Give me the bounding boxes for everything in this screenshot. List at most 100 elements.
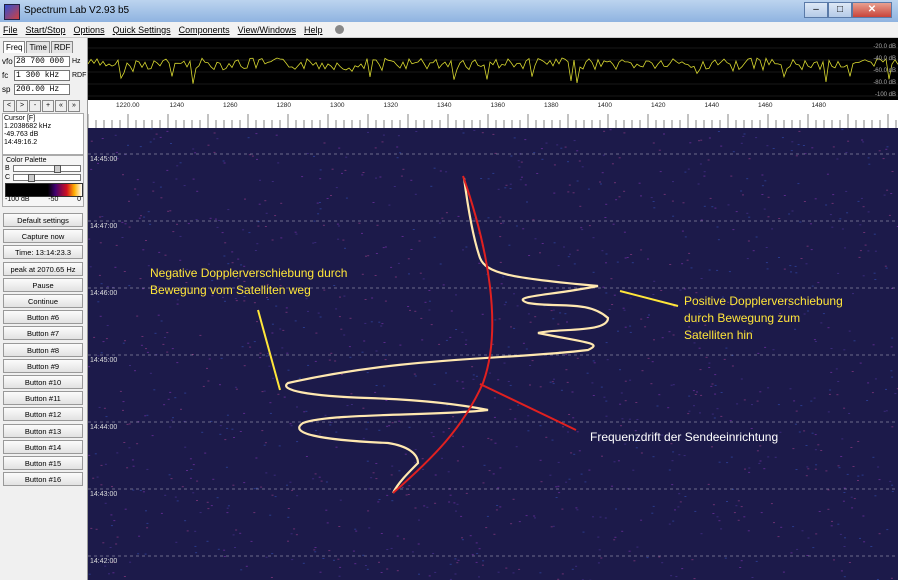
sidebar-button[interactable]: Button #16 bbox=[3, 472, 83, 487]
waterfall-display[interactable]: 14:45:00 14:47:00 14:46:00 14:45:00 14:44:00… bbox=[88, 128, 898, 580]
sidebar-button[interactable]: Pause bbox=[3, 277, 83, 292]
db-scale-label: -40.0 dB bbox=[873, 56, 896, 62]
time-label: 14:43:00 bbox=[90, 491, 118, 498]
sidebar-button[interactable]: Button #6 bbox=[3, 310, 83, 325]
annotation-positive-doppler: Positive Dopplerverschiebung durch Beweg… bbox=[684, 293, 843, 344]
frequency-tick-label: 1300 bbox=[330, 102, 345, 109]
sidebar-button[interactable]: peak at 2070.65 Hz bbox=[3, 261, 83, 276]
palette-gradient[interactable] bbox=[5, 183, 83, 197]
minimize-button[interactable]: – bbox=[804, 2, 828, 18]
brightness-label: B bbox=[5, 165, 10, 172]
frequency-tick-label: 1460 bbox=[758, 102, 773, 109]
sidebar-button[interactable]: Button #7 bbox=[3, 326, 83, 341]
menu-view-windows[interactable]: View/Windows bbox=[237, 24, 296, 35]
annotation-positive-line1: Positive Dopplerverschiebung bbox=[684, 294, 843, 308]
annotation-frequency-drift: Frequenzdrift der Sendeeinrichtung bbox=[590, 430, 779, 444]
tab-rdf[interactable]: RDF bbox=[50, 41, 74, 53]
app-icon bbox=[4, 4, 20, 20]
menu-start-stop[interactable]: Start/Stop bbox=[25, 24, 66, 35]
sp-row: sp bbox=[2, 84, 72, 95]
spectrum-line bbox=[88, 57, 898, 84]
window-title: Spectrum Lab V2.93 b5 bbox=[24, 5, 130, 16]
frequency-axis[interactable]: 1220.00 1240 1260 1280 1300 1320 1340 1360 1380 1… bbox=[88, 100, 898, 129]
sidebar-button[interactable]: Default settings bbox=[3, 213, 83, 227]
nav-left-button[interactable]: < bbox=[3, 100, 15, 112]
close-button[interactable]: ✕ bbox=[852, 2, 892, 18]
brightness-slider[interactable] bbox=[13, 165, 81, 173]
db-scale-label: -20.0 dB bbox=[873, 44, 896, 50]
spectrum-trace bbox=[88, 47, 898, 97]
waterfall-noise bbox=[88, 128, 898, 580]
drift-pointer bbox=[479, 383, 577, 431]
vfo-input[interactable] bbox=[14, 56, 70, 67]
frequency-tick-label: 1480 bbox=[811, 102, 826, 109]
cursor-freq: 1.2038682 kHz bbox=[4, 123, 52, 130]
menu-help[interactable]: Help bbox=[304, 24, 323, 35]
annotation-negative-line1: Negative Dopplerverschiebung durch bbox=[150, 266, 348, 280]
zoom-out-button[interactable]: - bbox=[29, 100, 41, 112]
sidebar-button[interactable]: Button #15 bbox=[3, 456, 83, 470]
sidebar-button[interactable]: Capture now bbox=[3, 229, 83, 244]
annotation-positive-line3: Satelliten hin bbox=[684, 328, 753, 342]
time-label: 14:45:00 bbox=[90, 357, 118, 364]
cursor-level: -49.763 dB bbox=[4, 131, 39, 138]
frequency-drift-curve bbox=[392, 175, 494, 494]
fc-input[interactable] bbox=[14, 70, 70, 81]
tab-time[interactable]: Time bbox=[26, 41, 50, 53]
frequency-tick-label: 1420 bbox=[651, 102, 666, 109]
spectrum-plot[interactable]: -20.0 dB -40.0 dB -60.0 dB -80.0 dB -100 dB bbox=[88, 38, 898, 100]
frequency-tick-label: 1360 bbox=[490, 102, 505, 109]
sidebar-button[interactable]: Continue bbox=[3, 294, 83, 308]
palette-title: Color Palette bbox=[6, 157, 47, 164]
zoom-in-button[interactable]: + bbox=[42, 100, 54, 112]
maximize-button[interactable]: □ bbox=[828, 2, 852, 18]
fc-label: fc bbox=[2, 71, 9, 80]
tab-freq[interactable]: Freq bbox=[3, 41, 26, 53]
sidebar-button[interactable]: Button #11 bbox=[3, 391, 83, 406]
vfo-unit: Hz bbox=[72, 58, 81, 65]
fc-row: fc RDF bbox=[2, 70, 86, 81]
menu-options[interactable]: Options bbox=[73, 24, 105, 35]
vfo-label: vfo bbox=[2, 57, 13, 66]
palette-max: 0 bbox=[77, 196, 81, 203]
menu-bar: File Start/Stop Options Quick Settings C… bbox=[0, 22, 898, 38]
sidebar-button[interactable]: Button #9 bbox=[3, 358, 83, 373]
vfo-row: vfo Hz bbox=[2, 56, 81, 67]
color-palette-panel: Color Palette B C -100 dB -50 0 bbox=[2, 155, 84, 207]
sidebar-button[interactable]: Button #14 bbox=[3, 439, 83, 454]
time-label: 14:46:00 bbox=[90, 290, 118, 297]
contrast-label: C bbox=[5, 174, 11, 181]
fc-unit: RDF bbox=[72, 72, 87, 79]
left-panel: Freq Time RDF vfo Hz fc RDF sp < > - + «… bbox=[0, 38, 88, 580]
annotation-negative-line2: Bewegung vom Satelliten weg bbox=[150, 283, 311, 297]
sidebar-button[interactable]: Time: 13:14:23.3 bbox=[3, 245, 83, 260]
sidebar-button[interactable]: Button #13 bbox=[3, 423, 83, 438]
db-scale-label: -100 dB bbox=[874, 92, 896, 98]
sidebar-button[interactable]: Button #8 bbox=[3, 342, 83, 357]
frequency-tick-label: 1220.00 bbox=[116, 102, 140, 109]
db-scale-label: -80.0 dB bbox=[873, 80, 896, 86]
sidebar-button[interactable]: Button #10 bbox=[3, 375, 83, 389]
palette-mid: -50 bbox=[48, 196, 59, 203]
menu-file[interactable]: File bbox=[3, 24, 18, 35]
frequency-tick-label: 1280 bbox=[276, 102, 291, 109]
cursor-title: Cursor [F] bbox=[4, 115, 36, 122]
sp-input[interactable] bbox=[14, 84, 70, 95]
contrast-thumb[interactable] bbox=[28, 174, 35, 182]
contrast-slider[interactable] bbox=[13, 174, 81, 182]
negative-doppler-pointer bbox=[257, 309, 281, 391]
brightness-thumb[interactable] bbox=[54, 165, 61, 173]
nav-right-button[interactable]: > bbox=[16, 100, 28, 112]
status-dot-icon[interactable] bbox=[334, 25, 344, 34]
frequency-tick-label: 1400 bbox=[597, 102, 612, 109]
cursor-readout: Cursor [F] 1.2038682 kHz -49.763 dB 14:4… bbox=[2, 113, 84, 155]
menu-components[interactable]: Components bbox=[178, 24, 230, 35]
frequency-tick-label: 1440 bbox=[704, 102, 719, 109]
annotation-positive-line2: durch Bewegung zum bbox=[684, 311, 801, 325]
menu-quick-settings[interactable]: Quick Settings bbox=[112, 24, 171, 35]
nav-fast-left-button[interactable]: « bbox=[55, 100, 67, 112]
frequency-tick-label: 1260 bbox=[223, 102, 238, 109]
nav-fast-right-button[interactable]: » bbox=[68, 100, 80, 112]
title-bar: Spectrum Lab V2.93 b5 – □ ✕ bbox=[0, 0, 898, 22]
sidebar-button[interactable]: Button #12 bbox=[3, 407, 83, 422]
